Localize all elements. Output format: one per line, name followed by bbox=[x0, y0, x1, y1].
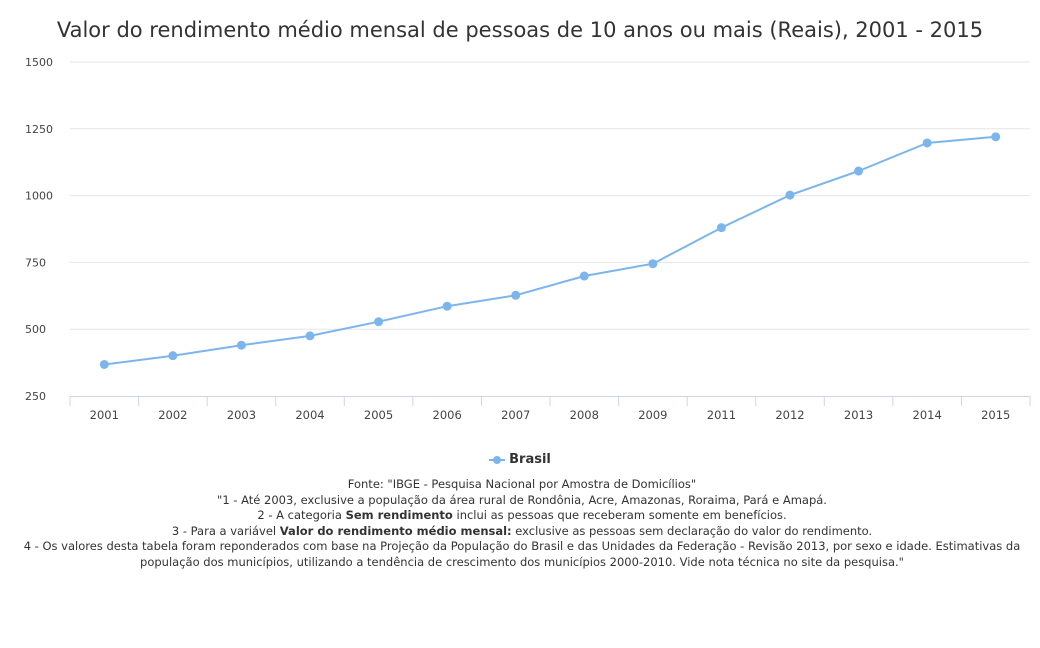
data-point[interactable] bbox=[236, 340, 246, 350]
chart-title: Valor do rendimento médio mensal de pess… bbox=[56, 18, 984, 42]
data-point[interactable] bbox=[168, 351, 178, 361]
x-tick-label: 2001 bbox=[90, 408, 119, 422]
y-tick-label: 250 bbox=[25, 390, 46, 403]
data-point[interactable] bbox=[648, 259, 658, 269]
data-point[interactable] bbox=[854, 166, 864, 176]
note-3: 3 - Para a variável Valor do rendimento … bbox=[171, 523, 873, 538]
x-tick-label: 2007 bbox=[501, 408, 530, 422]
source-note: Fonte: "IBGE - Pesquisa Nacional por Amo… bbox=[347, 477, 697, 491]
data-point[interactable] bbox=[511, 290, 521, 300]
data-point[interactable] bbox=[442, 301, 452, 311]
y-tick-label: 1250 bbox=[25, 123, 53, 136]
data-point[interactable] bbox=[579, 271, 589, 281]
gridlines bbox=[70, 61, 1030, 330]
data-point[interactable] bbox=[374, 317, 384, 327]
x-tick-label: 2011 bbox=[707, 408, 736, 422]
x-tick-label: 2002 bbox=[158, 408, 187, 422]
data-point[interactable] bbox=[305, 331, 315, 341]
x-axis: 2001 2002 2003 2004 2005 2006 2007 2008 2009 2011… bbox=[69, 396, 1031, 422]
y-tick-label: 1500 bbox=[25, 56, 53, 69]
data-point[interactable] bbox=[991, 132, 1001, 142]
note-2: 2 - A categoria Sem rendimento inclui as… bbox=[257, 508, 787, 522]
x-tick-label: 2003 bbox=[227, 408, 256, 422]
data-point[interactable] bbox=[716, 223, 726, 233]
chart-notes: Fonte: "IBGE - Pesquisa Nacional por Amo… bbox=[14, 477, 1030, 570]
x-tick-label: 2015 bbox=[981, 408, 1010, 422]
x-tick-label: 2008 bbox=[570, 408, 599, 422]
note-1: "1 - Até 2003, exclusive a população da … bbox=[217, 492, 827, 507]
x-tick-label: 2005 bbox=[364, 408, 393, 422]
data-point[interactable] bbox=[785, 190, 795, 200]
series-line bbox=[104, 135, 996, 366]
x-tick-label: 2012 bbox=[775, 408, 804, 422]
y-tick-label: 1000 bbox=[25, 190, 53, 203]
data-point[interactable] bbox=[99, 359, 109, 369]
series-brasil[interactable] bbox=[99, 132, 1001, 369]
y-tick-label: 500 bbox=[25, 323, 46, 336]
note-4: 4 - Os valores desta tabela foram repond… bbox=[23, 539, 1021, 569]
x-tick-label: 2006 bbox=[433, 408, 462, 422]
legend-marker-icon bbox=[489, 455, 506, 465]
legend-label[interactable]: Brasil bbox=[509, 452, 551, 467]
data-point[interactable] bbox=[922, 138, 932, 148]
legend[interactable]: Brasil bbox=[0, 452, 1040, 467]
y-axis-ticks: 250 500 750 1000 1250 1500 bbox=[25, 56, 53, 403]
x-tick-label: 2004 bbox=[295, 408, 324, 422]
x-tick-label: 2013 bbox=[844, 408, 873, 422]
y-tick-label: 750 bbox=[25, 256, 46, 269]
x-tick-label: 2009 bbox=[638, 408, 667, 422]
x-tick-label: 2014 bbox=[913, 408, 942, 422]
